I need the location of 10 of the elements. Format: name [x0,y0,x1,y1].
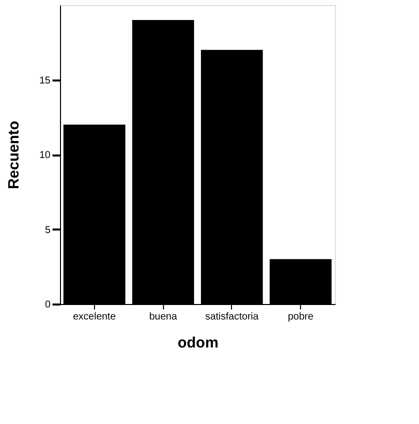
y-tick-label: 10 [39,150,51,161]
x-tick-label: excelente [72,312,116,322]
y-tick-label: 5 [44,224,51,236]
x-tick-label: satisfactoria [205,312,259,322]
x-axis-title: odom [178,334,218,352]
y-tick-label: 15 [39,75,51,86]
x-tick-label: pobre [288,312,314,322]
y-axis-title: Recuento [5,120,22,190]
y-tick-label: 0 [44,300,51,310]
x-tick-label: buena [149,312,178,322]
